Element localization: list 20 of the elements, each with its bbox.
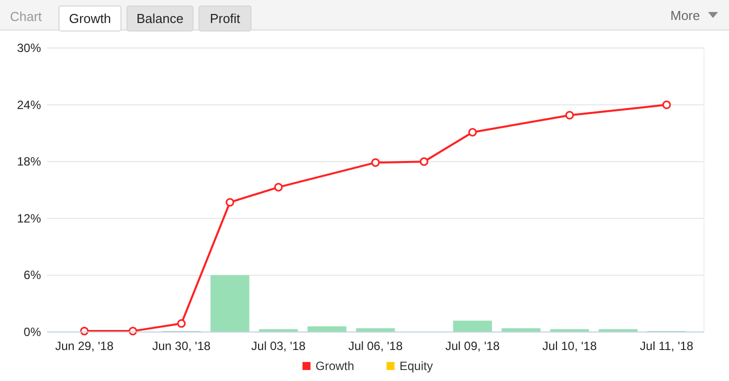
text: Growth bbox=[69, 11, 111, 26]
x-tick-label: Jul 03, '18 bbox=[251, 339, 306, 353]
y-tick-label: 12% bbox=[16, 211, 42, 226]
x-tick-label: Jul 10, '18 bbox=[542, 339, 598, 353]
chart-title: Chart bbox=[10, 9, 42, 24]
text: Balance bbox=[136, 11, 184, 26]
y-tick-label: 24% bbox=[16, 98, 42, 112]
y-tick-label: 0% bbox=[24, 325, 42, 339]
y-tick-label: 18% bbox=[16, 154, 42, 169]
x-tick-label: Jul 11, '18 bbox=[640, 339, 694, 353]
legend-label: Growth bbox=[316, 359, 354, 373]
text: More bbox=[670, 8, 700, 23]
x-tick-label: Jun 29, '18 bbox=[55, 339, 114, 353]
text: Profit bbox=[210, 11, 241, 26]
x-tick-label: Jul 06, '18 bbox=[348, 339, 403, 353]
y-tick-label: 30% bbox=[16, 41, 42, 55]
x-tick-label: Jun 30, '18 bbox=[152, 339, 211, 353]
y-tick-label: 6% bbox=[24, 268, 42, 282]
x-tick-label: Jul 09, '18 bbox=[445, 339, 500, 353]
legend-label: Equity bbox=[400, 359, 433, 373]
